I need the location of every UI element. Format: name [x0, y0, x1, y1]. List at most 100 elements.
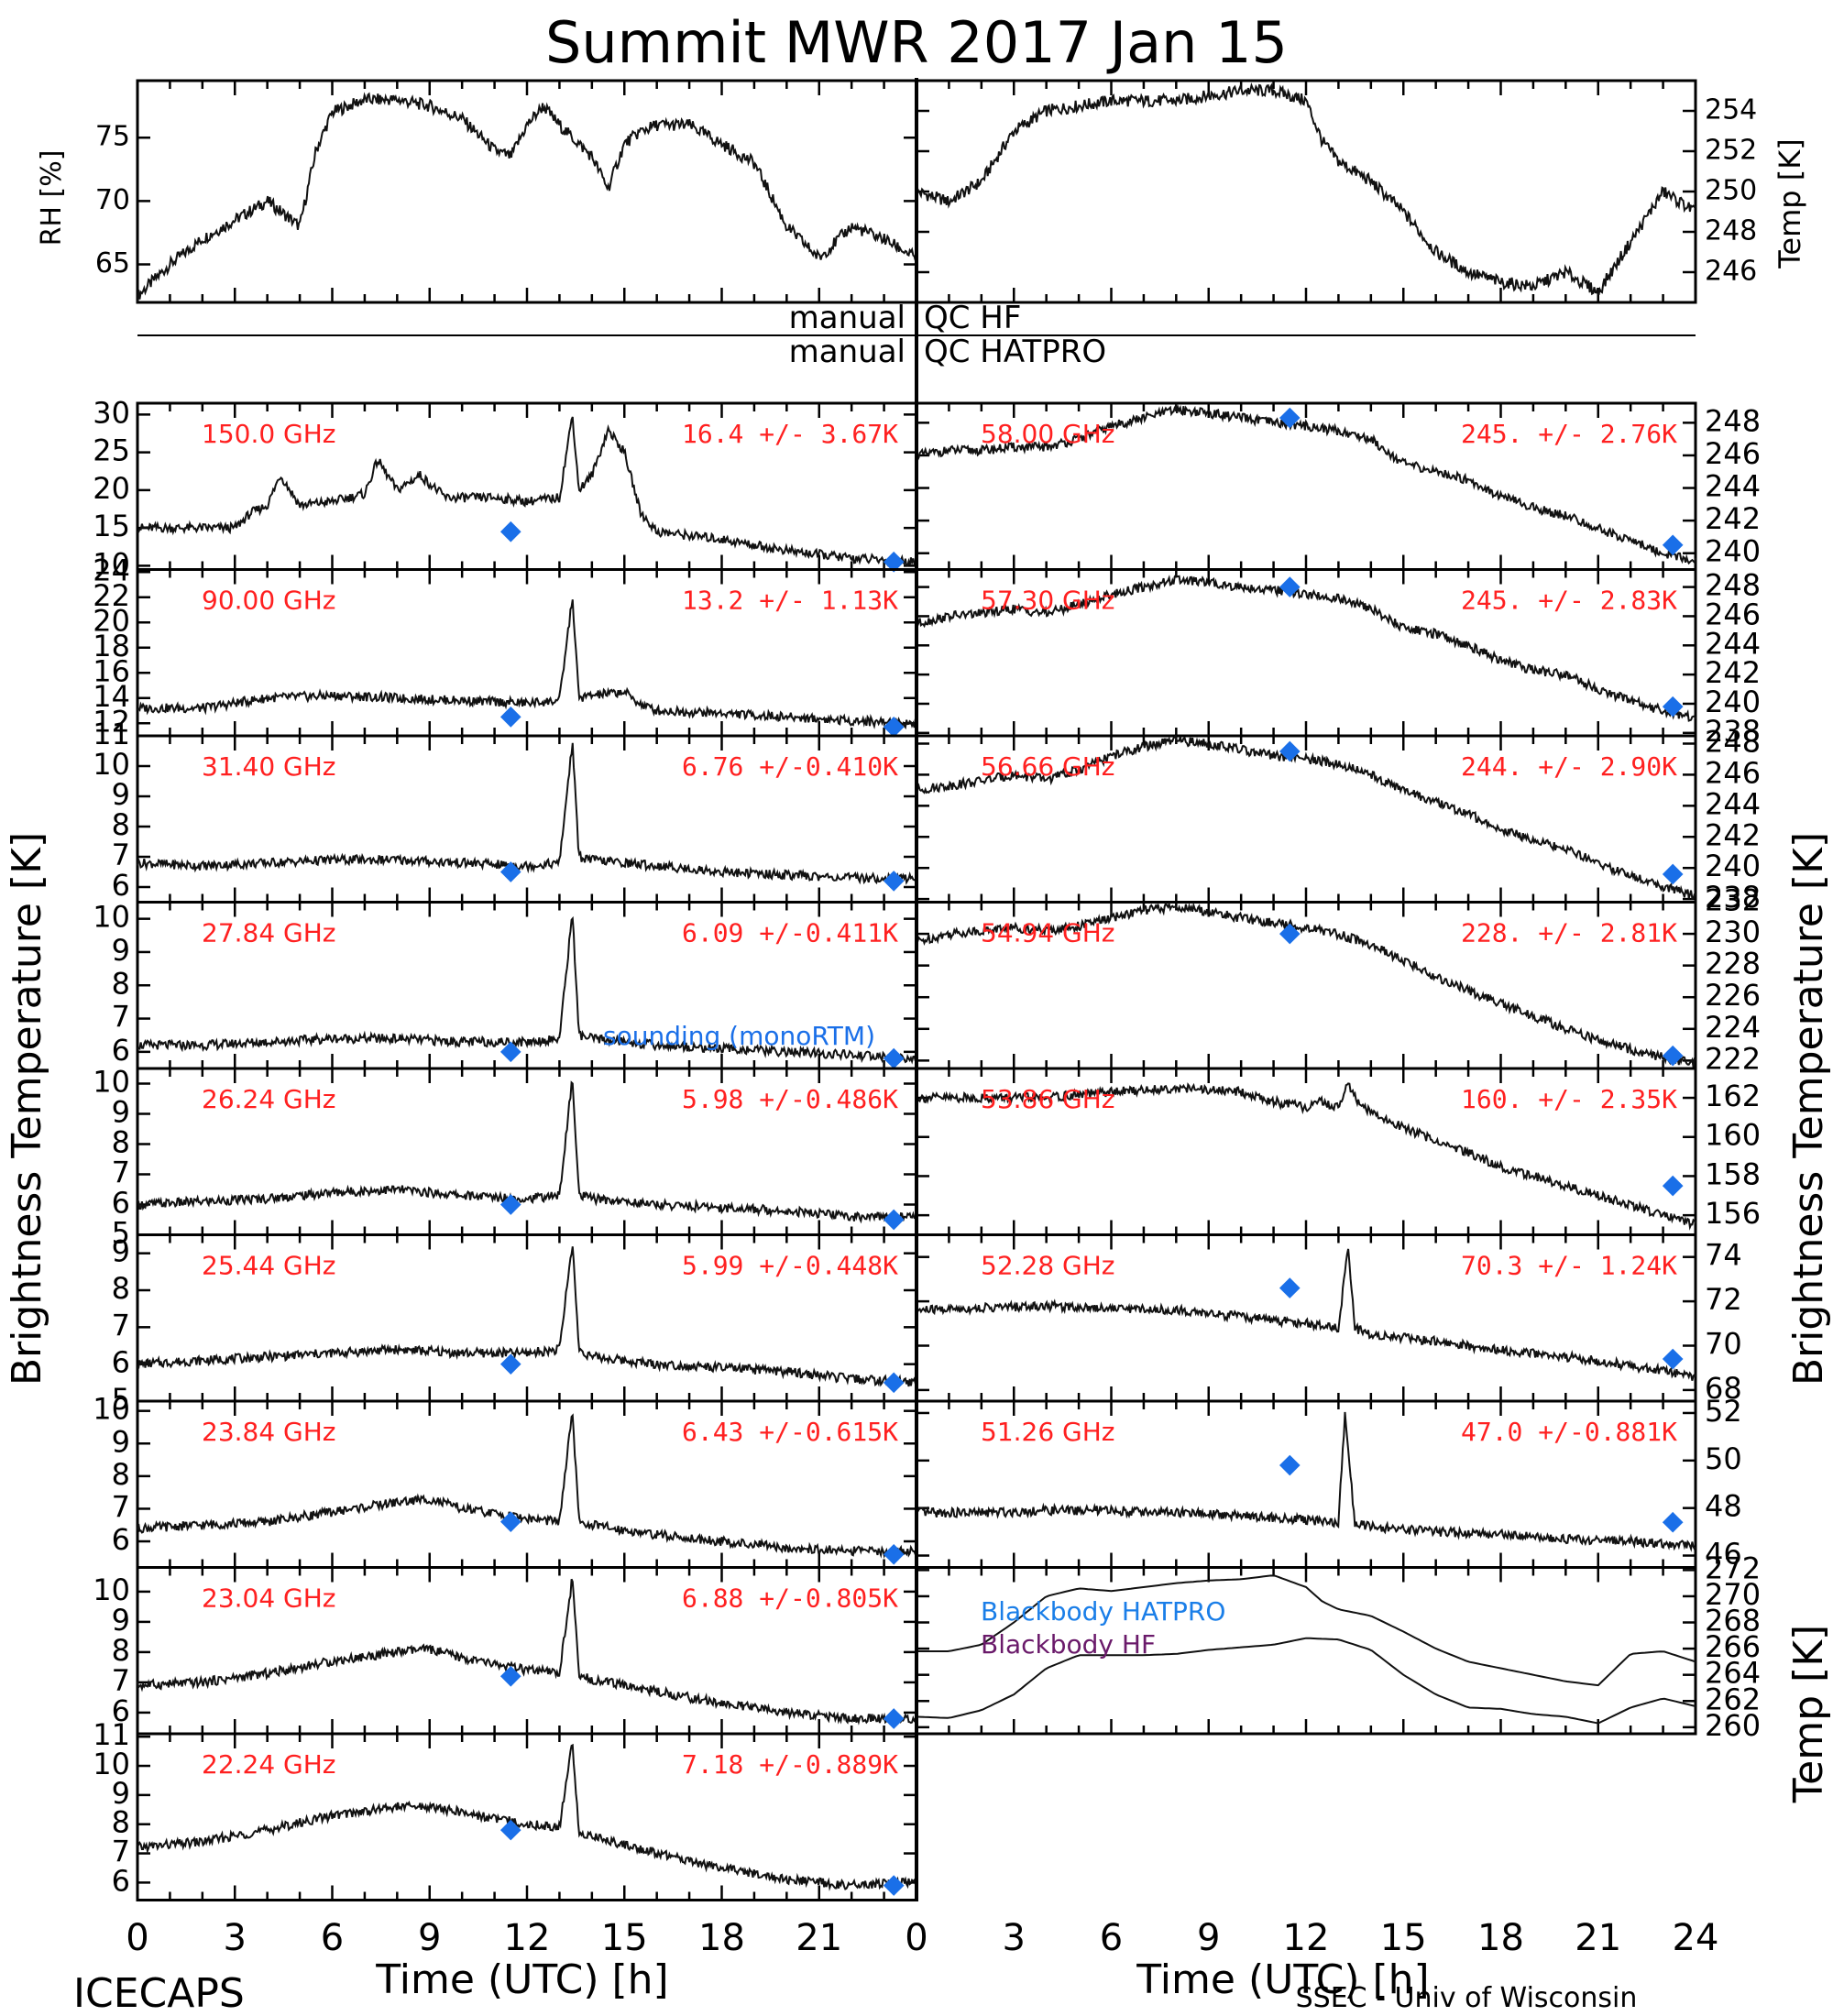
y-tick-label: 25	[93, 433, 130, 468]
stat-label: 6.43 +/-0.615K	[682, 1417, 898, 1447]
x-tick-label: 21	[1575, 1917, 1621, 1959]
y-tick-label: 240	[1705, 849, 1761, 883]
frequency-label: 52.28 GHz	[981, 1251, 1115, 1281]
y-tick-label: 158	[1705, 1156, 1761, 1191]
y-tick-label: 226	[1705, 978, 1761, 1013]
y-tick-label: 11	[93, 1717, 130, 1752]
y-tick-label: 50	[1705, 1441, 1742, 1476]
y-tick-label: 228	[1705, 947, 1761, 981]
y-tick-label: 248	[1705, 568, 1761, 603]
rh-axis-label: RH [%]	[36, 150, 68, 247]
y-tick-label: 11	[93, 717, 130, 751]
y-tick-label: 20	[93, 603, 130, 638]
y-tick-label: 250	[1705, 175, 1757, 207]
x-tick-label: 6	[1100, 1917, 1123, 1959]
x-tick-label: 12	[504, 1917, 551, 1959]
y-tick-label: 246	[1705, 436, 1761, 471]
qc-strip: manual QC HF manual QC HATPRO	[137, 300, 1696, 370]
y-tick-label: 6	[112, 1186, 130, 1221]
stat-label: 6.88 +/-0.805K	[682, 1583, 898, 1614]
sounding-legend: sounding (monoRTM)	[603, 1021, 875, 1051]
y-tick-label: 75	[95, 121, 130, 153]
y-tick-label: 14	[93, 679, 130, 714]
stat-label: 16.4 +/- 3.67K	[682, 419, 898, 449]
sounding-marker	[1279, 923, 1301, 945]
y-tick-label: 272	[1705, 1550, 1761, 1585]
y-tick-label: 20	[93, 471, 130, 506]
series-line	[137, 1080, 917, 1224]
sounding-marker	[883, 717, 905, 738]
chart-title: Summit MWR 2017 Jan 15	[545, 9, 1288, 76]
sounding-marker	[499, 520, 521, 542]
sounding-marker	[883, 1372, 905, 1394]
y-tick-label: 8	[112, 1805, 130, 1840]
series-line	[916, 82, 1696, 296]
sounding-marker	[499, 1511, 521, 1532]
bb-hf-legend: Blackbody HF	[981, 1629, 1156, 1660]
y-tick-label: 10	[93, 900, 130, 935]
y-tick-label: 240	[1705, 534, 1761, 569]
y-tick-label: 246	[1705, 597, 1761, 631]
sounding-marker	[1662, 1175, 1684, 1197]
y-tick-label: 6	[112, 1693, 130, 1728]
panel-frame	[136, 79, 918, 304]
frequency-label: 56.66 GHz	[981, 751, 1115, 782]
y-tick-label: 48	[1705, 1489, 1742, 1524]
qc-hatpro-left: manual	[789, 334, 906, 370]
frequency-label: 23.84 GHz	[202, 1417, 336, 1447]
stat-label: 160. +/- 2.35K	[1461, 1084, 1677, 1114]
y-tick-label: 162	[1705, 1079, 1761, 1113]
frequency-label: 57.30 GHz	[981, 586, 1115, 616]
x-tick-label: 3	[1003, 1917, 1026, 1959]
stat-label: 47.0 +/-0.881K	[1461, 1417, 1677, 1447]
y-tick-label: 246	[1705, 755, 1761, 790]
series-line	[137, 915, 917, 1065]
qc-hf-right: QC HF	[924, 300, 1021, 336]
sounding-marker	[1662, 1045, 1684, 1067]
sounding-marker	[883, 551, 905, 573]
sounding-marker	[499, 1819, 521, 1841]
y-tick-label: 9	[112, 777, 130, 812]
left-y-axis-label: Brightness Temperature [K]	[4, 832, 50, 1386]
y-tick-label: 24	[93, 553, 130, 587]
x-tick-label: 24	[1673, 1917, 1719, 1959]
series-line	[916, 1248, 1696, 1381]
stat-label: 228. +/- 2.81K	[1461, 918, 1677, 948]
frequency-label: 23.04 GHz	[202, 1583, 336, 1614]
bb-hatpro-legend: Blackbody HATPRO	[981, 1596, 1225, 1627]
y-tick-label: 52	[1705, 1394, 1742, 1429]
sounding-marker	[499, 1041, 521, 1063]
stat-label: 244. +/- 2.90K	[1461, 751, 1677, 782]
y-tick-label: 268	[1705, 1604, 1761, 1638]
y-tick-label: 7	[112, 1156, 130, 1190]
frequency-label: 27.84 GHz	[202, 918, 336, 948]
x-tick-label: 18	[698, 1917, 745, 1959]
y-tick-label: 9	[112, 933, 130, 968]
right-y-axis-label: Brightness Temperature [K]	[1785, 832, 1832, 1386]
sounding-marker	[1662, 534, 1684, 556]
y-tick-label: 7	[112, 1489, 130, 1524]
y-tick-label: 70	[95, 184, 130, 216]
frequency-label: 90.00 GHz	[202, 586, 336, 616]
stat-label: 245. +/- 2.83K	[1461, 586, 1677, 616]
y-tick-label: 9	[112, 1776, 130, 1811]
y-tick-label: 264	[1705, 1656, 1761, 1691]
y-tick-label: 238	[1705, 714, 1761, 749]
y-tick-label: 16	[93, 653, 130, 688]
y-tick-label: 22	[93, 578, 130, 613]
panel-1: 246 248 250 252 254	[915, 79, 1757, 304]
y-tick-label: 10	[93, 546, 130, 581]
y-tick-label: 8	[112, 966, 130, 1001]
series-line	[137, 416, 917, 568]
sounding-marker	[1279, 740, 1301, 762]
frequency-label: 25.44 GHz	[202, 1251, 336, 1281]
